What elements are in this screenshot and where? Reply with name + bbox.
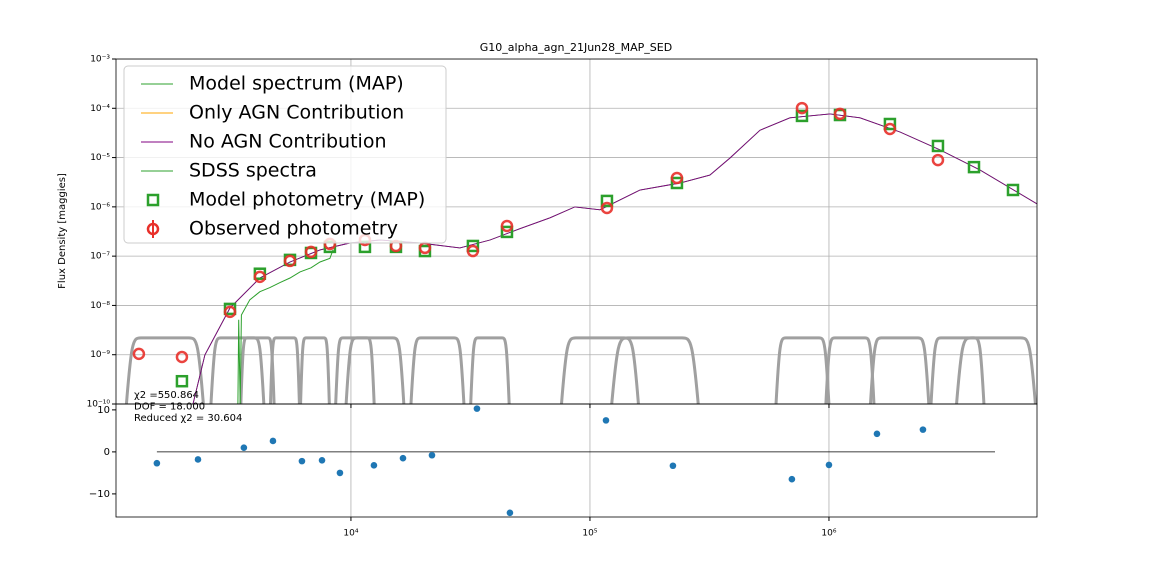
residual-point: [153, 459, 161, 467]
residual-point: [298, 457, 306, 465]
observed-photometry-marker: [132, 347, 146, 361]
filter-curve: [409, 336, 466, 404]
spectrum-line: [192, 113, 1037, 404]
legend-label: Only AGN Contribution: [189, 102, 404, 124]
x-tick-label: 10⁵: [582, 529, 597, 539]
legend-box: [123, 65, 447, 244]
model-photometry-marker: [600, 194, 614, 208]
legend-circle: [146, 222, 160, 236]
sed-plot: [116, 59, 1037, 404]
model-photometry-marker: [795, 109, 809, 123]
residual-point: [428, 451, 436, 459]
y-tick-label: 10⁻³: [90, 55, 110, 65]
model-photometry-marker: [466, 239, 480, 253]
observed-photometry-marker: [500, 219, 514, 233]
filter-curve: [299, 336, 331, 404]
residual-plot: [153, 404, 996, 517]
residual-point: [370, 462, 378, 469]
x-tick-label: 10⁴: [343, 529, 358, 539]
model-photometry-marker: [175, 374, 189, 388]
fit-annotation: DOF = 18.000: [134, 402, 205, 413]
filter-curve: [610, 336, 700, 404]
legend-label: SDSS spectra: [189, 160, 317, 182]
axes: 10⁻¹⁰ 10⁻⁹ 10⁻⁸ 10⁻⁷ 10⁻⁶ 10⁻⁵ 10⁻⁴ 10⁻³ 10⁴ 10⁵ 1…: [87, 55, 837, 539]
model-photometry-marker: [883, 117, 897, 131]
model-photometry-marker: [931, 139, 945, 153]
residual-point: [825, 461, 833, 469]
legend-label: No AGN Contribution: [189, 131, 387, 153]
y-tick-label: 10⁻¹⁰: [87, 400, 111, 410]
filter-curve: [124, 336, 205, 404]
y-tick-label: 10: [97, 405, 110, 416]
model-photometry-marker: [1006, 183, 1020, 197]
fit-annotation: χ2 =550.864: [134, 390, 199, 401]
chart-title: G10_alpha_agn_21Jun28_MAP_SED: [480, 41, 672, 54]
filter-curve: [209, 336, 266, 404]
filter-curve: [824, 336, 876, 404]
observed-photometry-marker: [283, 254, 297, 268]
residual-point: [873, 430, 881, 438]
residual-point: [318, 456, 326, 464]
filter-curve: [929, 336, 986, 404]
fit-annotation: Reduced χ2 = 30.604: [134, 413, 242, 424]
observed-photometry-marker: [304, 245, 318, 259]
observed-photometry-marker: [833, 107, 847, 121]
residual-point: [506, 509, 514, 517]
y-axis-label: Flux Density [maggies]: [57, 173, 68, 289]
residual-point: [269, 437, 277, 445]
residual-point: [669, 462, 677, 470]
residual-point: [602, 417, 610, 424]
residual-point: [788, 475, 796, 483]
legend-label: Observed photometry: [189, 218, 398, 240]
filter-curve: [559, 336, 640, 404]
model-photometry-marker: [500, 225, 514, 239]
residual-point: [919, 426, 927, 433]
observed-photometry-marker: [670, 171, 684, 185]
residual-point: [194, 456, 202, 463]
spectrum-line: [237, 249, 334, 404]
observed-photometry-marker: [466, 244, 480, 258]
observed-photometry-marker: [931, 153, 945, 167]
bottom-frame: [115, 403, 1038, 518]
filter-curve: [344, 336, 406, 404]
model-photometry-marker: [670, 176, 684, 190]
observed-photometry-marker: [253, 270, 267, 284]
filter-curve: [268, 336, 301, 404]
observed-photometry-marker: [418, 241, 432, 255]
legend: Model spectrum (MAP) Only AGN Contributio…: [123, 65, 447, 244]
filter-curve: [774, 336, 831, 404]
legend-label: Model spectrum (MAP): [189, 73, 404, 95]
y-tick-label: 10⁻⁹: [90, 350, 110, 360]
filter-curve: [868, 336, 931, 404]
observed-photometry-marker: [883, 122, 897, 136]
residual-point: [336, 469, 344, 477]
x-tick-label: 10⁶: [821, 529, 836, 539]
y-tick-label: −10: [89, 489, 110, 500]
residual-point: [240, 444, 248, 451]
residual-point: [473, 405, 481, 412]
observed-photometry-marker: [223, 305, 237, 319]
filter-curve: [334, 336, 376, 404]
legend-label: Model photometry (MAP): [189, 189, 425, 211]
legend-square: [146, 193, 160, 207]
model-photometry-marker: [967, 160, 981, 174]
y-tick-label: 10⁻⁷: [90, 252, 110, 262]
y-tick-label: 10⁻⁸: [90, 301, 110, 311]
y-tick-label: 10⁻⁶: [90, 202, 110, 212]
y-tick-label: 10⁻⁵: [90, 153, 110, 163]
filter-curve: [955, 336, 1037, 404]
residual-point: [399, 454, 407, 462]
observed-photometry-marker: [600, 201, 614, 215]
filter-curve: [469, 336, 511, 404]
filter-curve: [239, 336, 276, 404]
y-tick-label: 10⁻⁴: [90, 104, 110, 114]
observed-photometry-marker: [795, 101, 809, 115]
y-tick-label: 0: [104, 447, 110, 458]
observed-photometry-marker: [175, 350, 189, 364]
